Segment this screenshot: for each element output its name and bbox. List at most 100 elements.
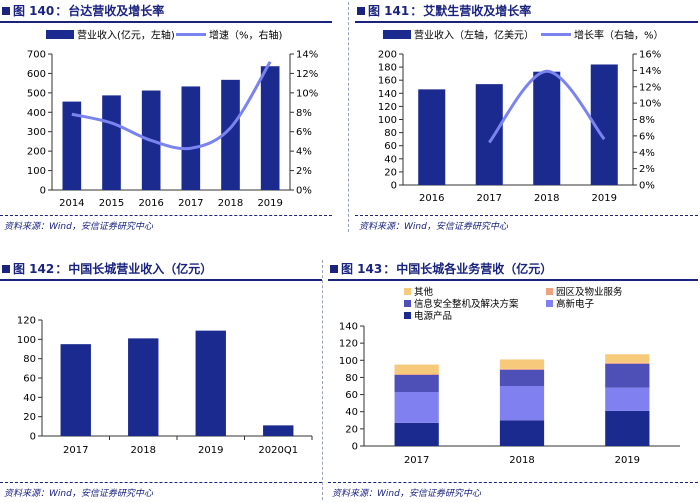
stack-segment: [394, 374, 439, 392]
stack-segment: [499, 420, 545, 446]
x-tick-label: 2017: [404, 455, 429, 466]
legend-swatch: [404, 288, 411, 295]
figure-title-text: 中国长城营业收入（亿元）: [68, 262, 213, 276]
y-tick-label: 0: [30, 432, 36, 443]
source-rule: [0, 482, 322, 483]
x-tick-label: 2018: [218, 198, 243, 209]
y-tick-label-left: 300: [27, 127, 46, 138]
legend-label: 园区及物业服务: [556, 286, 623, 298]
figure-number: 图 140: [13, 4, 55, 18]
x-tick-label: 2018: [509, 455, 534, 466]
figure-number: 图 143: [341, 262, 383, 276]
x-tick-label: 2019: [257, 198, 282, 209]
stack-segment: [394, 374, 439, 375]
y-tick-label-right: 12%: [639, 82, 661, 93]
y-tick-label: 20: [345, 424, 358, 435]
bar: [195, 330, 226, 436]
y-tick-label: 60: [345, 390, 358, 401]
bar: [263, 425, 294, 436]
y-tick-label-right: 2%: [639, 164, 655, 175]
panel-143: 图 143： 中国长城各业务营收（亿元） 0 20 40 60 80 100 120 140 2…: [328, 258, 698, 503]
y-tick-label-left: 140: [378, 89, 397, 100]
panel-140: 图 140： 台达营收及增长率 0 100 200 300 400 500 600 700 0%…: [0, 0, 332, 232]
bar: [128, 338, 159, 436]
source-note: 资料来源：Wind，安信证券研究中心: [359, 222, 508, 232]
bar: [62, 101, 82, 190]
source-rule: [0, 215, 332, 216]
chart-revenue-emerson: 0 20 40 60 80 100 120 140 160 180 200 0% 2% 4% 6% 8% 10%…: [378, 29, 664, 205]
y-tick-label: 100: [17, 335, 36, 346]
figure-title-text: 艾默生营收及增长率: [423, 4, 532, 18]
x-tick-label: 2019: [198, 445, 223, 456]
bar: [181, 86, 201, 190]
stack-segment: [499, 369, 545, 386]
title-marker-icon: [357, 6, 365, 15]
legend-swatch-bar: [46, 30, 74, 39]
bar: [533, 71, 561, 185]
y-tick-label-left: 120: [378, 102, 397, 113]
title-marker-icon: [2, 6, 10, 15]
y-tick-label-right: 8%: [639, 115, 655, 126]
x-tick-label: 2020Q1: [258, 445, 298, 456]
legend-label: 信息安全整机及解决方案: [414, 298, 519, 310]
legend-label: 高新电子: [556, 298, 595, 310]
y-tick-label-left: 500: [27, 88, 46, 99]
y-tick-label: 40: [345, 407, 358, 418]
figure-title: 图 141： 艾默生营收及增长率: [357, 2, 531, 19]
y-tick-label-left: 100: [378, 115, 397, 126]
title-rule: [355, 21, 698, 23]
title-marker-icon: [330, 264, 338, 273]
y-tick-label-left: 40: [384, 154, 397, 165]
y-tick-label-right: 8%: [296, 108, 312, 119]
title-rule: [328, 279, 698, 281]
legend-swatch: [546, 300, 553, 307]
x-tick-label: 2015: [99, 198, 124, 209]
y-tick-label-right: 10%: [639, 99, 661, 110]
title-rule: [0, 279, 322, 281]
y-tick-label-left: 600: [27, 69, 46, 80]
title-marker-icon: [2, 264, 10, 273]
y-tick-label-left: 100: [27, 166, 46, 177]
figure-number: 图 142: [13, 262, 55, 276]
legend-label-line: 增长率（右轴，%）: [574, 29, 664, 42]
figure-title-text: 台达营收及增长率: [68, 4, 165, 18]
source-rule: [328, 482, 698, 483]
y-tick-label: 0: [352, 442, 358, 453]
chart-greatwall-revenue: 0 20 40 60 80 100 120 2017 2018 2019 2020Q1: [17, 316, 313, 456]
legend-label: 电源产品: [414, 310, 452, 322]
column-divider: [322, 260, 323, 500]
y-tick-label-left: 0: [391, 181, 397, 192]
stack-segment: [394, 392, 439, 423]
y-tick-label-right: 0%: [296, 186, 312, 197]
y-tick-label-right: 2%: [296, 166, 312, 177]
y-tick-label-left: 60: [384, 141, 397, 152]
stack-segment: [605, 362, 650, 364]
y-tick-label: 20: [23, 412, 36, 423]
x-tick-label: 2017: [63, 445, 88, 456]
legend-swatch: [404, 312, 411, 319]
y-tick-label-right: 12%: [296, 69, 318, 80]
bar: [418, 89, 446, 185]
y-tick-label-right: 10%: [296, 88, 318, 99]
stack-segment: [394, 422, 439, 446]
x-tick-label: 2018: [131, 445, 156, 456]
legend-label: 其他: [414, 286, 434, 298]
y-tick-label-left: 0: [40, 186, 46, 197]
growth-line: [488, 69, 606, 144]
panel-141: 图 141： 艾默生营收及增长率 0 20 40 60 80 100 120 140 160 18…: [355, 0, 698, 232]
stack-segment: [499, 386, 545, 421]
x-tick-label: 2017: [178, 198, 203, 209]
legend-swatch: [404, 300, 411, 307]
stack-segment: [499, 359, 545, 369]
y-tick-label-left: 400: [27, 108, 46, 119]
panel-142: 图 142： 中国长城营业收入（亿元） 0 20 40 60 80 100 120 2017 2…: [0, 258, 322, 503]
y-tick-label-left: 180: [378, 63, 397, 74]
figure-number: 图 141: [368, 4, 410, 18]
title-rule: [0, 21, 332, 23]
stack-segment: [605, 387, 650, 411]
figure-title: 图 140： 台达营收及增长率: [2, 2, 164, 19]
y-tick-label: 80: [345, 373, 358, 384]
stack-segment: [605, 354, 650, 363]
y-tick-label-left: 200: [27, 147, 46, 158]
growth-line: [71, 60, 272, 151]
